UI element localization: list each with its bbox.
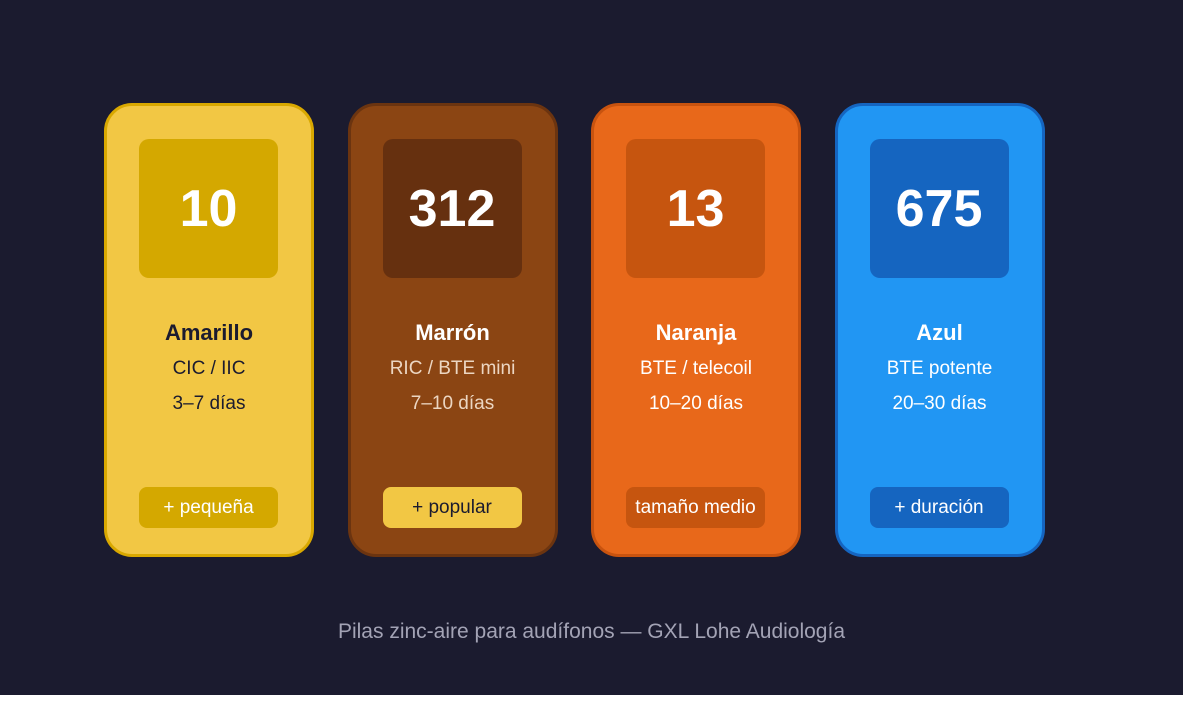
battery-size: 10 [139, 139, 278, 278]
badge: tamaño medio [626, 487, 765, 528]
duration: 3–7 días [172, 393, 246, 414]
battery-card: 675 Azul BTE potente 20–30 días + duración [834, 103, 1045, 557]
duration: 7–10 días [410, 393, 495, 414]
duration: 20–30 días [892, 393, 987, 414]
battery-card: 10 Amarillo CIC / IIC 3–7 días + pequeña [104, 103, 314, 557]
device-type: BTE potente [886, 358, 993, 379]
badge: + popular [382, 487, 522, 528]
stage: Pilas zinc-aire para audífonos — GXL Loh… [0, 0, 1183, 695]
battery-size: 675 [869, 139, 1009, 278]
color-name: Naranja [655, 320, 737, 345]
color-name: Marrón [415, 320, 490, 345]
badge: + pequeña [139, 487, 278, 528]
badge: + duración [869, 487, 1009, 528]
battery-size: 312 [382, 139, 522, 278]
battery-card: 13 Naranja BTE / telecoil 10–20 días tamaño … [591, 103, 801, 557]
battery-card: 312 Marrón RIC / BTE mini 7–10 días + popula… [347, 103, 558, 557]
duration: 10–20 días [648, 393, 744, 414]
battery-size: 13 [626, 139, 765, 278]
footer: Pilas zinc-aire para audífonos — GXL Loh… [337, 620, 846, 643]
device-type: BTE / telecoil [640, 358, 752, 379]
device-type: RIC / BTE mini [389, 358, 516, 379]
color-name: Azul [916, 320, 963, 345]
device-type: CIC / IIC [172, 358, 246, 379]
color-name: Amarillo [164, 320, 254, 345]
